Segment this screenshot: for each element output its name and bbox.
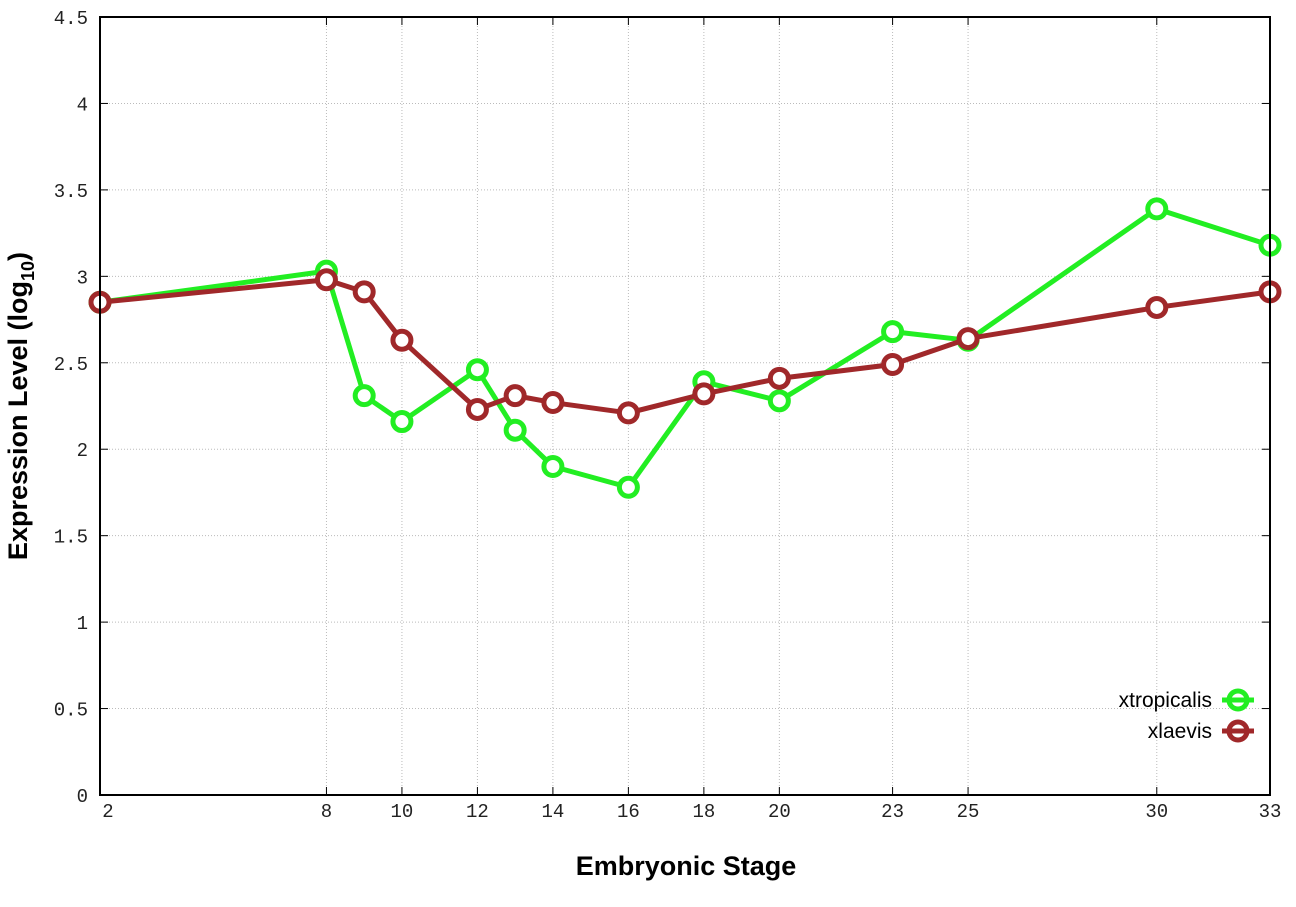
x-axis-label: Embryonic Stage bbox=[576, 851, 797, 881]
ticks: 0 0.5 1 1.5 2 2.5 3 3.5 4 4.5 2 8 10 12 14 16 18 20 23 25 30… bbox=[54, 8, 1282, 823]
series-group bbox=[88, 197, 1282, 499]
data-point-xtropicalis bbox=[767, 389, 791, 413]
plot-frame bbox=[99, 16, 1271, 796]
data-point-xtropicalis bbox=[503, 418, 527, 442]
data-point-xlaevis bbox=[541, 391, 565, 415]
x-tick-label: 25 bbox=[957, 801, 980, 823]
x-tick-label: 10 bbox=[391, 801, 414, 823]
data-point-xlaevis bbox=[390, 328, 414, 352]
y-axis-label-suffix: ) bbox=[3, 252, 33, 261]
x-tick-label: 14 bbox=[541, 801, 564, 823]
data-point-xlaevis bbox=[352, 280, 376, 304]
x-tick-label: 16 bbox=[617, 801, 640, 823]
series-line-xtropicalis bbox=[99, 206, 1271, 490]
data-point-xlaevis bbox=[692, 382, 716, 406]
x-tick-label: 8 bbox=[321, 801, 332, 823]
x-tick-label: 33 bbox=[1259, 801, 1282, 823]
x-tick-label: 18 bbox=[692, 801, 715, 823]
y-tick-label: 0.5 bbox=[54, 700, 88, 722]
y-tick-label: 2.5 bbox=[54, 354, 88, 376]
data-point-xlaevis bbox=[616, 401, 640, 425]
x-tick-label: 23 bbox=[881, 801, 904, 823]
x-tick-label: 12 bbox=[466, 801, 489, 823]
y-tick-label: 3 bbox=[77, 267, 88, 289]
data-point-xlaevis bbox=[314, 268, 338, 292]
data-point-xtropicalis bbox=[881, 320, 905, 344]
y-tick-label: 4 bbox=[77, 94, 88, 116]
data-point-xtropicalis bbox=[352, 384, 376, 408]
series-line-xlaevis bbox=[99, 277, 1271, 416]
x-tick-label: 20 bbox=[768, 801, 791, 823]
y-tick-label: 0 bbox=[77, 786, 88, 808]
legend-label-xtropicalis: xtropicalis bbox=[1119, 689, 1212, 712]
x-tick-label: 30 bbox=[1145, 801, 1168, 823]
data-point-xlaevis bbox=[503, 384, 527, 408]
x-tick-label: 2 bbox=[102, 801, 113, 823]
legend: xtropicalis xlaevis bbox=[1119, 688, 1254, 743]
y-axis-label-subscript: 10 bbox=[18, 261, 38, 281]
data-point-xtropicalis bbox=[390, 410, 414, 434]
data-point-xlaevis bbox=[881, 353, 905, 377]
data-point-xtropicalis bbox=[616, 475, 640, 499]
data-point-xlaevis bbox=[465, 397, 489, 421]
data-point-xlaevis bbox=[956, 327, 980, 351]
data-point-xlaevis bbox=[767, 366, 791, 390]
y-tick-label: 3.5 bbox=[54, 181, 88, 203]
y-axis-label-main: Expression Level (log bbox=[3, 281, 33, 560]
data-point-xlaevis bbox=[1145, 295, 1169, 319]
legend-label-xlaevis: xlaevis bbox=[1148, 720, 1212, 743]
data-point-xtropicalis bbox=[465, 358, 489, 382]
y-tick-label: 1.5 bbox=[54, 527, 88, 549]
data-point-xtropicalis bbox=[1145, 197, 1169, 221]
y-axis-label: Expression Level (log10) bbox=[3, 252, 38, 560]
y-tick-label: 2 bbox=[77, 440, 88, 462]
y-tick-label: 1 bbox=[77, 613, 88, 635]
y-tick-label: 4.5 bbox=[54, 8, 88, 30]
data-point-xtropicalis bbox=[541, 455, 565, 479]
